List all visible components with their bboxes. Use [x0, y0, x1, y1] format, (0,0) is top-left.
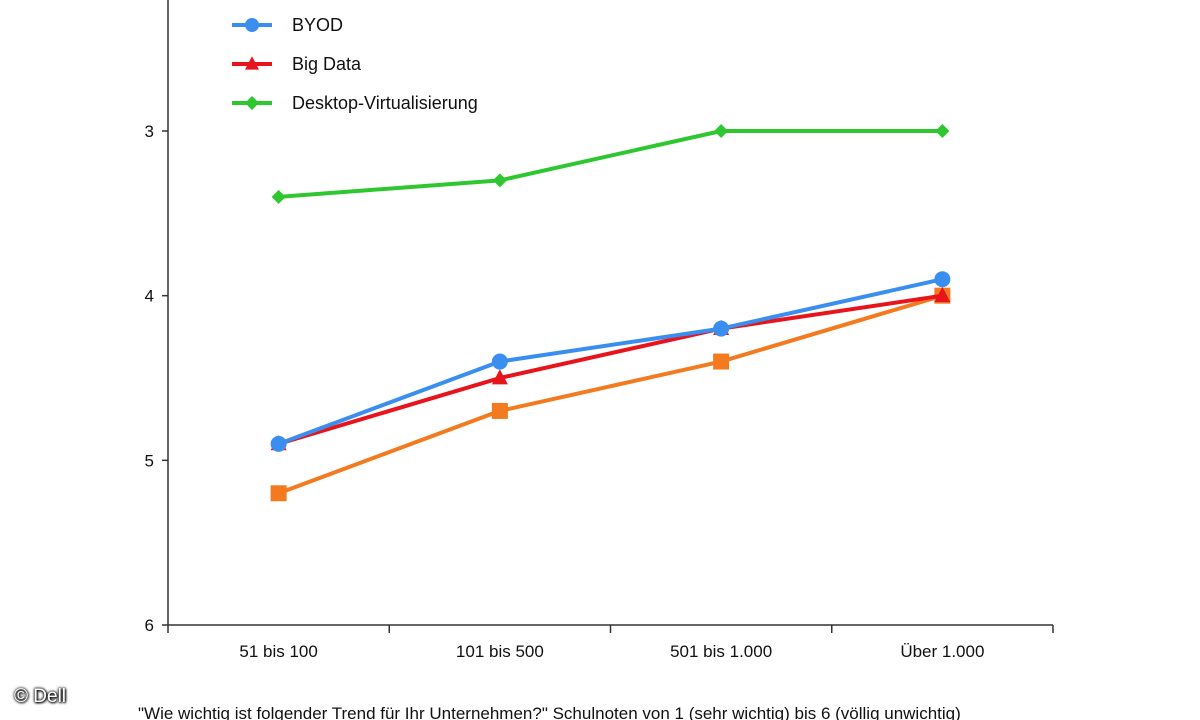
data-point	[713, 320, 730, 337]
series-line	[277, 277, 943, 446]
copyright-label: © Dell	[14, 686, 67, 707]
data-point	[713, 353, 730, 370]
y-tick-label: 6	[145, 616, 154, 635]
legend-marker	[245, 18, 259, 32]
data-point	[934, 271, 951, 288]
data-point	[491, 353, 508, 370]
x-tick-label: 101 bis 500	[456, 642, 544, 661]
y-tick-label: 3	[145, 122, 154, 141]
data-point	[270, 435, 287, 452]
data-point	[271, 189, 286, 204]
legend-marker	[245, 96, 259, 110]
data-point	[492, 173, 507, 188]
data-point	[491, 402, 508, 419]
data-point	[934, 286, 951, 303]
x-tick-label: 51 bis 100	[239, 642, 317, 661]
data-point	[270, 485, 287, 502]
series-line	[277, 293, 943, 496]
series-line	[278, 129, 943, 199]
legend-label: Big Data	[292, 54, 362, 74]
data-point	[714, 124, 729, 138]
legend-label: BYOD	[292, 15, 343, 35]
y-tick-label: 5	[145, 451, 154, 470]
x-tick-label: 501 bis 1.000	[670, 642, 772, 661]
x-tick-label: Über 1.000	[900, 642, 984, 661]
data-point	[491, 369, 508, 385]
legend-marker	[245, 56, 259, 70]
data-point	[935, 124, 950, 138]
chart-caption: "Wie wichtig ist folgender Trend für Ihr…	[138, 704, 961, 720]
series-line	[278, 293, 943, 446]
legend-label: Desktop-Virtualisierung	[292, 93, 478, 113]
y-tick-label: 4	[145, 287, 154, 306]
